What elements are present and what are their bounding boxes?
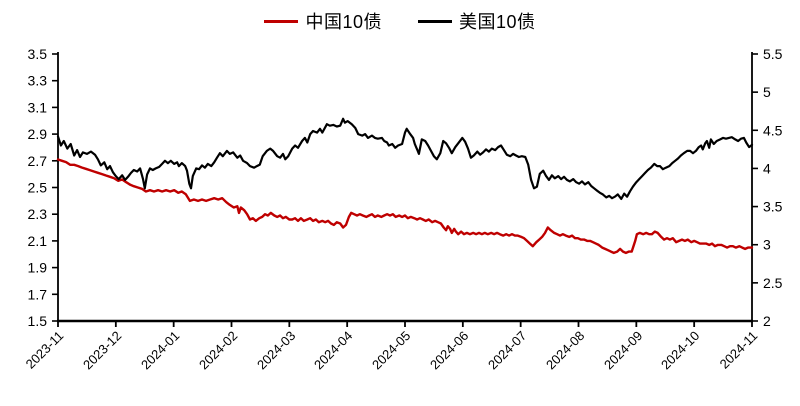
right-axis-tick-label: 5.5: [763, 46, 783, 62]
left-axis-tick-label: 2.3: [28, 206, 48, 222]
left-axis-tick-label: 1.5: [28, 313, 48, 329]
right-axis-tick-label: 3.5: [763, 199, 783, 215]
right-axis-tick-label: 5: [763, 84, 771, 100]
legend-label: 美国10债: [459, 12, 536, 32]
series-line-1: [56, 117, 754, 200]
right-axis-tick-label: 4.5: [763, 122, 783, 138]
left-axis-tick-label: 3.3: [28, 73, 48, 89]
left-axis-tick-label: 2.9: [28, 126, 48, 142]
right-axis-tick-label: 4: [763, 160, 771, 176]
right-axis-tick-label: 3: [763, 237, 771, 253]
legend-line-swatch: [264, 19, 299, 23]
left-axis-tick-label: 3.5: [28, 46, 48, 62]
left-axis-tick-label: 3.1: [28, 99, 48, 115]
legend-line-swatch: [418, 19, 452, 23]
right-axis-tick-label: 2.5: [763, 275, 783, 291]
right-axis-tick-label: 2: [763, 313, 771, 329]
legend-item-1[interactable]: 美国10债: [418, 8, 536, 34]
legend-label: 中国10债: [305, 12, 382, 32]
legend-item-0[interactable]: 中国10债: [264, 8, 382, 34]
left-axis-tick-label: 2.7: [28, 153, 48, 169]
left-axis-tick-label: 1.7: [28, 286, 48, 302]
legend: 中国10债 美国10债: [0, 8, 800, 34]
left-axis-tick-label: 2.5: [28, 180, 48, 196]
left-axis-tick-label: 1.9: [28, 260, 48, 276]
left-axis-tick-label: 2.1: [28, 233, 48, 249]
series-line-0: [56, 158, 754, 255]
